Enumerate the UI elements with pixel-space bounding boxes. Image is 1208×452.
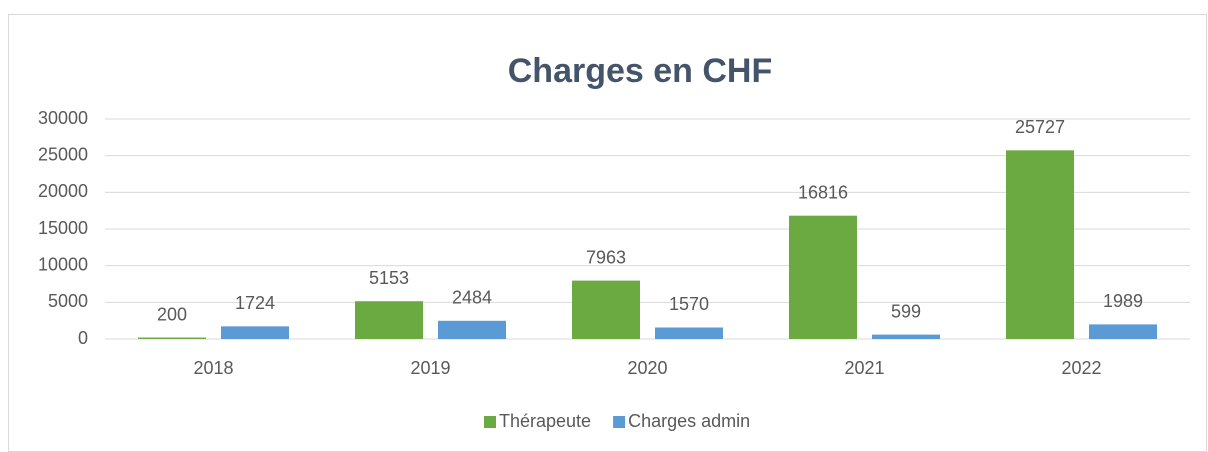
data-label: 1989 [1103,291,1143,311]
legend-label: Thérapeute [499,411,591,431]
y-tick-label: 5000 [48,291,88,311]
y-tick-label: 15000 [38,218,88,238]
x-tick-label: 2018 [193,358,233,378]
x-tick-label: 2019 [410,358,450,378]
data-label: 200 [157,304,187,324]
bar [1089,324,1157,339]
data-label: 599 [891,301,921,321]
chart-title: Charges en CHF [508,52,773,90]
bar [872,334,940,339]
bar [655,327,723,339]
x-tick-label: 2021 [844,358,884,378]
y-tick-label: 0 [78,328,88,348]
legend-swatch [484,416,496,428]
x-tick-label: 2022 [1061,358,1101,378]
bar [572,280,640,339]
bar [1006,150,1074,339]
data-label: 2484 [452,288,492,308]
data-label: 1724 [235,293,275,313]
y-tick-label: 10000 [38,254,88,274]
data-label: 1570 [669,294,709,314]
data-label: 7963 [586,247,626,267]
x-tick-label: 2020 [627,358,667,378]
bar [789,215,857,339]
legend-label: Charges admin [628,411,750,431]
data-label: 16816 [798,182,848,202]
y-tick-label: 25000 [38,144,88,164]
bar [438,320,506,339]
bar [138,337,206,339]
bar [221,326,289,339]
legend-swatch [613,416,626,428]
y-tick-label: 20000 [38,181,88,201]
y-tick-label: 30000 [38,108,88,128]
data-label: 25727 [1015,117,1065,137]
data-label: 5153 [369,268,409,288]
bar [355,301,423,339]
